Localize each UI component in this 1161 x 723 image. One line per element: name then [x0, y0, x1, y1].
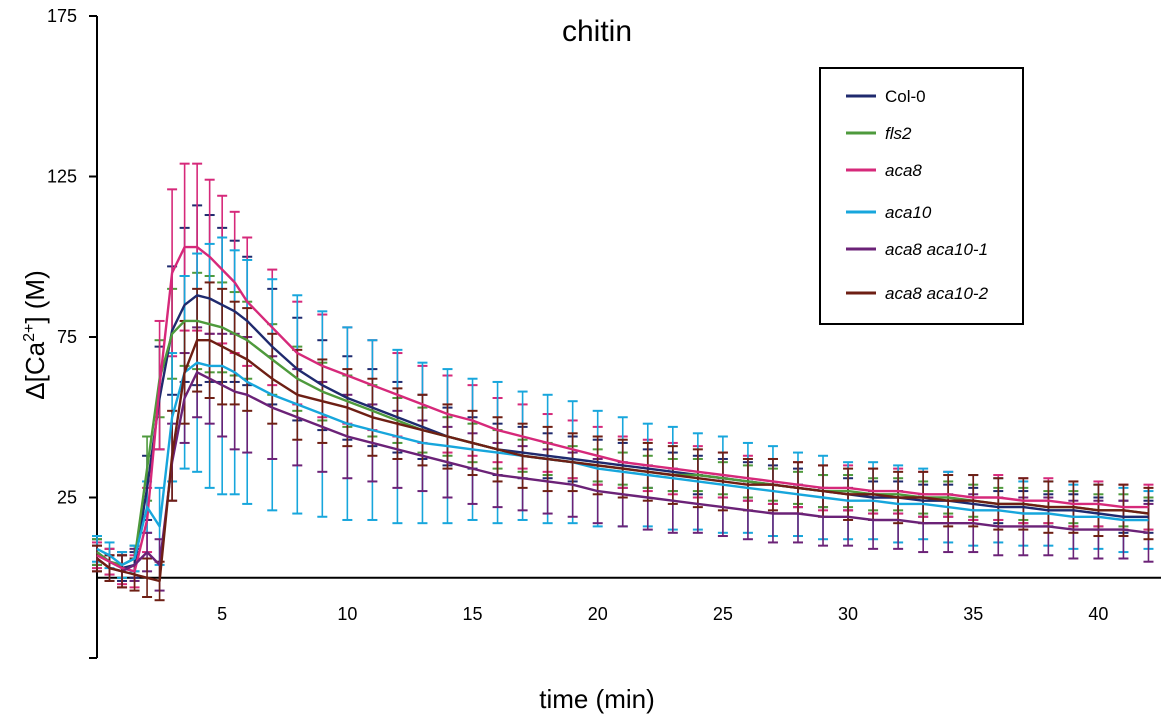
legend-item-aca8-aca10-2: aca8 aca10-2	[846, 284, 989, 303]
chart-title: chitin	[562, 15, 632, 48]
series-lines	[96, 245, 1149, 583]
x-tick-label: 30	[838, 604, 858, 624]
x-tick-label: 20	[588, 604, 608, 624]
y-tick-label: 75	[57, 327, 77, 347]
y-tick-label: 175	[47, 6, 77, 26]
x-tick-label: 10	[337, 604, 357, 624]
legend-label: aca8 aca10-1	[885, 240, 988, 259]
legend-label: Col-0	[885, 87, 926, 106]
y-tick-label: 125	[47, 167, 77, 187]
legend-label: fls2	[885, 124, 912, 143]
legend-label: aca8 aca10-2	[885, 284, 989, 303]
x-tick-label: 35	[963, 604, 983, 624]
legend-item-aca8-aca10-1: aca8 aca10-1	[846, 240, 988, 259]
y-axis-title-unit: ] (M)	[20, 270, 50, 323]
axes: 25 75 125 175 5 10 15 20 25 30 35 40	[47, 6, 1161, 659]
legend: Col-0 fls2 aca8 aca10 aca8 aca10-1 aca8 aca10…	[819, 67, 1024, 325]
x-axis-title: time (min)	[539, 684, 655, 714]
series-line-aca8-aca10-2	[96, 339, 1149, 583]
x-tick-label: 15	[463, 604, 483, 624]
x-tick-label: 5	[217, 604, 227, 624]
legend-label: aca10	[885, 203, 932, 222]
y-axis-title-main: Δ[Ca	[20, 341, 50, 399]
x-tick-label: 40	[1088, 604, 1108, 624]
y-axis-title: Δ[Ca2+] (M)	[20, 270, 50, 400]
series-line-aca8	[96, 245, 1149, 573]
y-tick-label: 25	[57, 488, 77, 508]
legend-box	[819, 67, 1024, 325]
legend-item-aca8: aca8	[846, 161, 922, 180]
legend-item-fls2: fls2	[846, 124, 912, 143]
y-axis-title-superscript: 2+	[21, 324, 38, 342]
legend-item-aca10: aca10	[846, 203, 932, 222]
x-tick-label: 25	[713, 604, 733, 624]
legend-label: aca8	[885, 161, 922, 180]
legend-item-col-0: Col-0	[846, 87, 926, 106]
series-line-aca8-aca10-1	[96, 371, 1149, 573]
